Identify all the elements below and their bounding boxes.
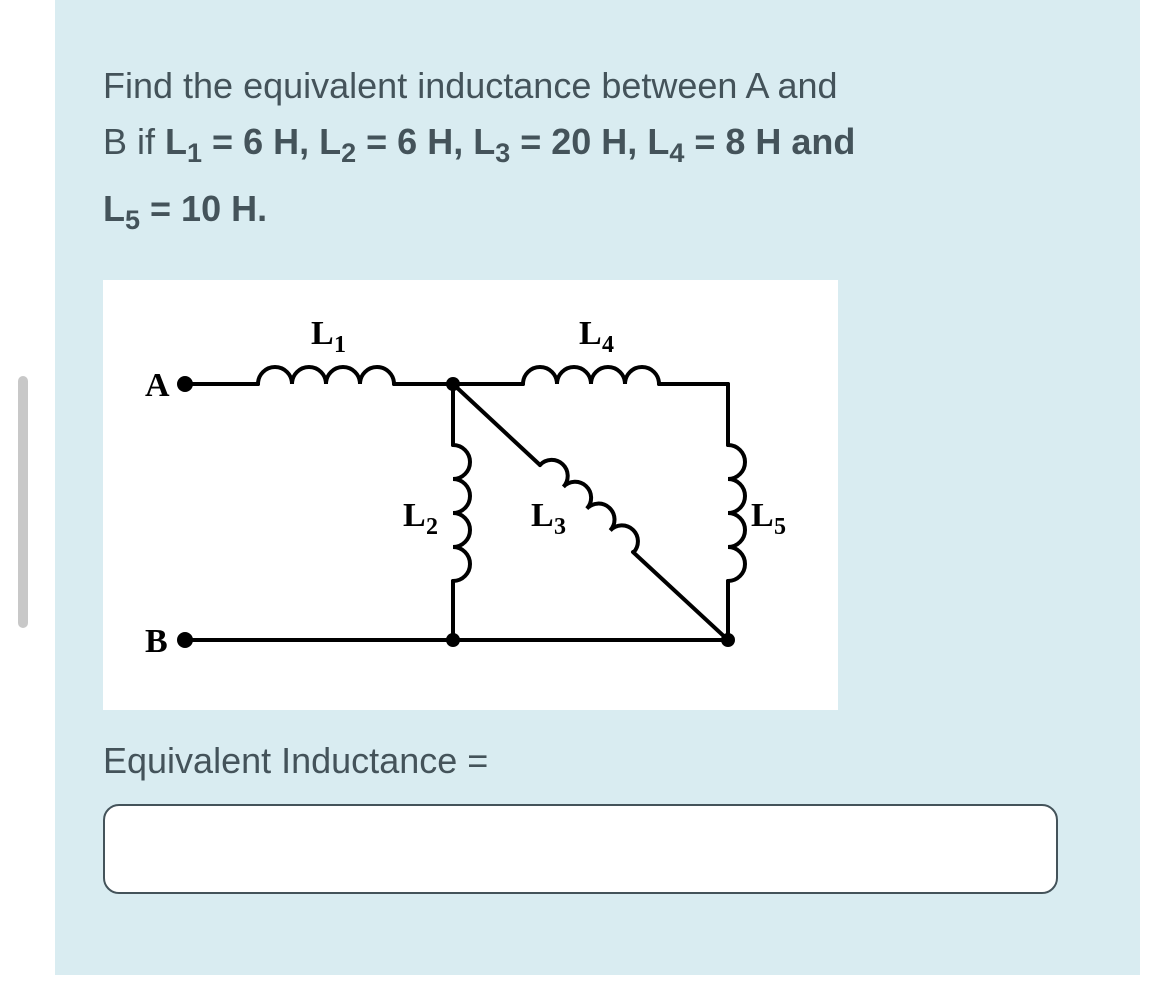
q-l5-v: = 10 H. <box>140 188 267 229</box>
answer-label: Equivalent Inductance = <box>103 740 1092 782</box>
q-l5-s: 5 <box>125 205 140 235</box>
q-l4-v: = 8 H and <box>684 121 855 162</box>
l2-sub: 2 <box>426 514 438 540</box>
q-l3-n: L <box>473 121 495 162</box>
question-line2-prefix: B if <box>103 121 165 162</box>
circuit-svg: A B L 1 L 4 L 2 L 3 L 5 <box>103 280 838 710</box>
question-line1: Find the equivalent inductance between A… <box>103 65 838 106</box>
l3-sub: 3 <box>554 514 566 540</box>
terminal-b-label: B <box>145 623 168 660</box>
q-l4-n: L <box>647 121 669 162</box>
question-panel: Find the equivalent inductance between A… <box>55 0 1140 975</box>
q-l1-s: 1 <box>187 138 202 168</box>
q-l3-v: = 20 H, <box>510 121 647 162</box>
q-l1-v: = 6 H, <box>202 121 319 162</box>
q-l2-s: 2 <box>341 138 356 168</box>
question-text: Find the equivalent inductance between A… <box>103 58 1092 248</box>
l4-sub: 4 <box>602 332 614 358</box>
q-l4-s: 4 <box>669 138 684 168</box>
terminal-a-label: A <box>145 367 170 404</box>
l1-sub: 1 <box>334 332 346 358</box>
q-l1-n: L <box>165 121 187 162</box>
q-l3-s: 3 <box>495 138 510 168</box>
q-l2-v: = 6 H, <box>356 121 473 162</box>
l5-sub: 5 <box>774 514 786 540</box>
l3-label: L <box>531 497 554 534</box>
circuit-figure: A B L 1 L 4 L 2 L 3 L 5 <box>103 280 838 710</box>
l1-label: L <box>311 315 334 352</box>
q-l5-n: L <box>103 188 125 229</box>
l4-label: L <box>579 315 602 352</box>
l2-label: L <box>403 497 426 534</box>
answer-input[interactable] <box>103 804 1058 894</box>
scroll-indicator <box>18 376 28 628</box>
l5-label: L <box>751 497 774 534</box>
q-l2-n: L <box>319 121 341 162</box>
